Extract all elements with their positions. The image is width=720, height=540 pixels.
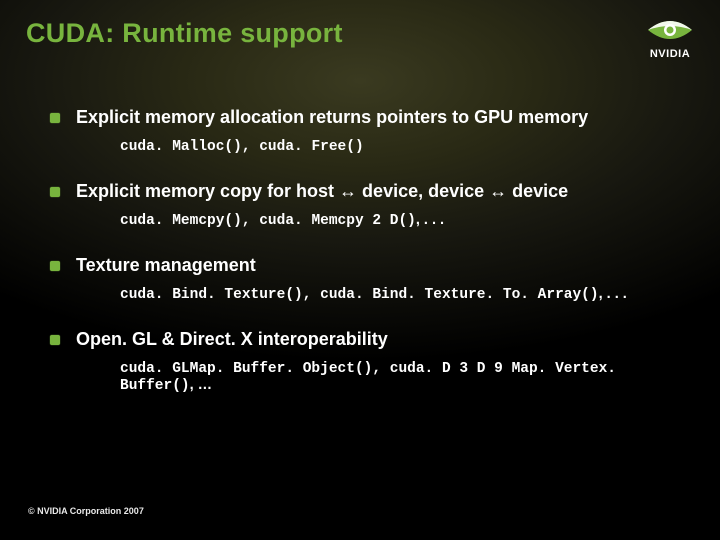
list-item: Explicit memory allocation returns point… [50, 107, 690, 155]
slide-title: CUDA: Runtime support [0, 0, 720, 49]
item-code: cuda. Bind. Texture(), cuda. Bind. Textu… [120, 286, 690, 303]
item-heading: Texture management [76, 255, 256, 276]
bullet-icon [50, 187, 60, 197]
item-code: cuda. Memcpy(), cuda. Memcpy 2 D(), . . … [120, 212, 690, 229]
nvidia-logo: NVIDIA [642, 14, 698, 60]
item-heading: Explicit memory allocation returns point… [76, 107, 588, 128]
item-code: cuda. GLMap. Buffer. Object(), cuda. D 3… [120, 360, 690, 394]
slide-content: Explicit memory allocation returns point… [0, 49, 720, 394]
list-item: Texture management cuda. Bind. Texture()… [50, 255, 690, 303]
bullet-icon [50, 261, 60, 271]
nvidia-eye-icon [642, 14, 698, 46]
list-item: Explicit memory copy for host ↔ device, … [50, 181, 690, 229]
footer-copyright: © NVIDIA Corporation 2007 [28, 506, 144, 516]
bullet-icon [50, 113, 60, 123]
item-heading: Explicit memory copy for host ↔ device, … [76, 181, 568, 202]
item-heading: Open. GL & Direct. X interoperability [76, 329, 388, 350]
list-item: Open. GL & Direct. X interoperability cu… [50, 329, 690, 394]
bullet-icon [50, 335, 60, 345]
logo-text: NVIDIA [642, 48, 698, 60]
item-code: cuda. Malloc(), cuda. Free() [120, 138, 690, 155]
